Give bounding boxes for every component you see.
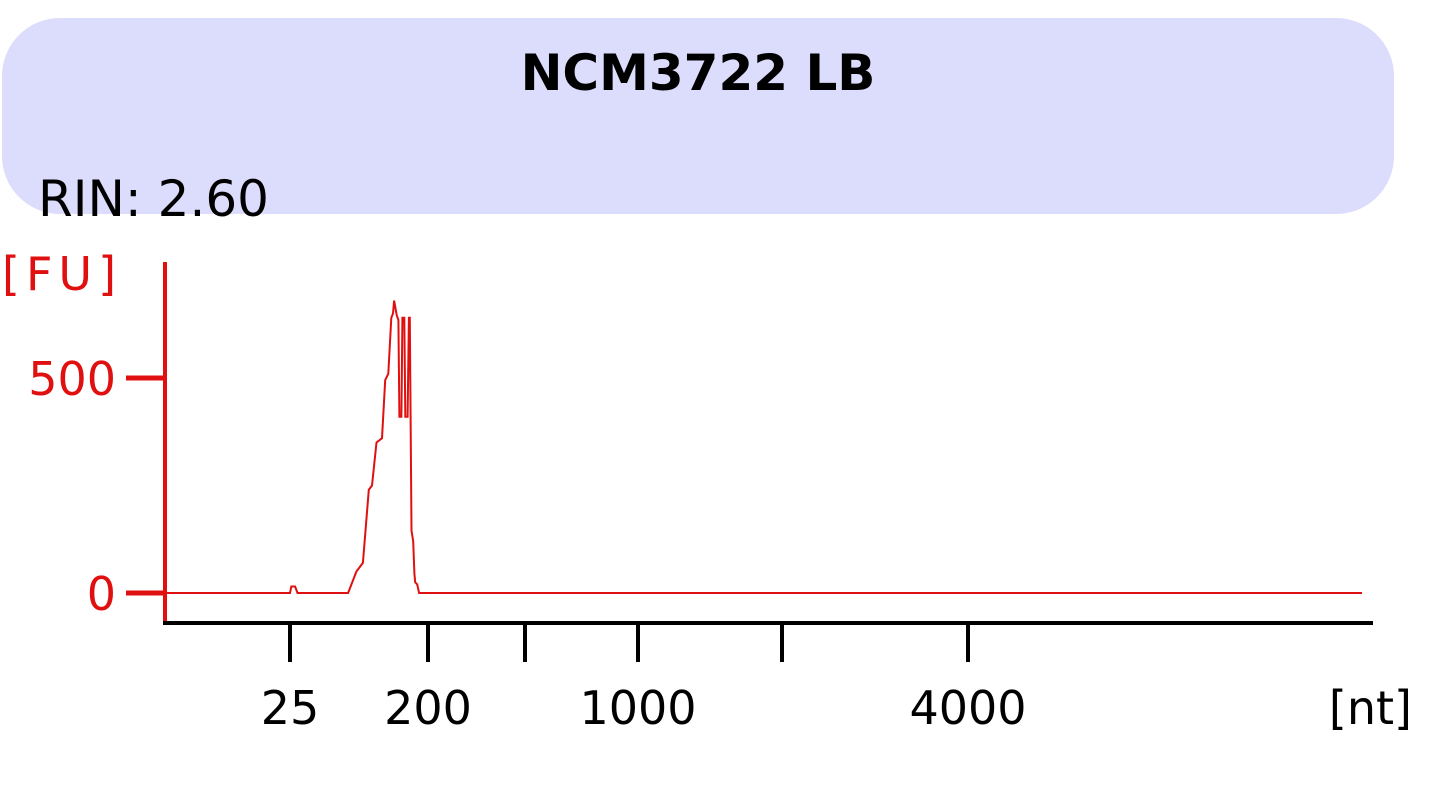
x-axis-label: [nt] (1329, 681, 1412, 735)
header-panel: NCM3722 LB RIN: 2.60 (2, 18, 1394, 224)
y-axis-label: [FU] (2, 247, 122, 301)
chart-title: NCM3722 LB (520, 44, 876, 102)
y-tick-label: 0 (87, 567, 116, 621)
x-tick-label: 1000 (579, 681, 696, 735)
x-tick-label: 200 (384, 681, 472, 735)
x-tick-label: 4000 (909, 681, 1026, 735)
rin-value: RIN: 2.60 (38, 170, 269, 228)
fluorescence-trace (165, 300, 1362, 594)
y-tick-label: 500 (28, 352, 116, 406)
x-tick-label: 25 (261, 681, 320, 735)
